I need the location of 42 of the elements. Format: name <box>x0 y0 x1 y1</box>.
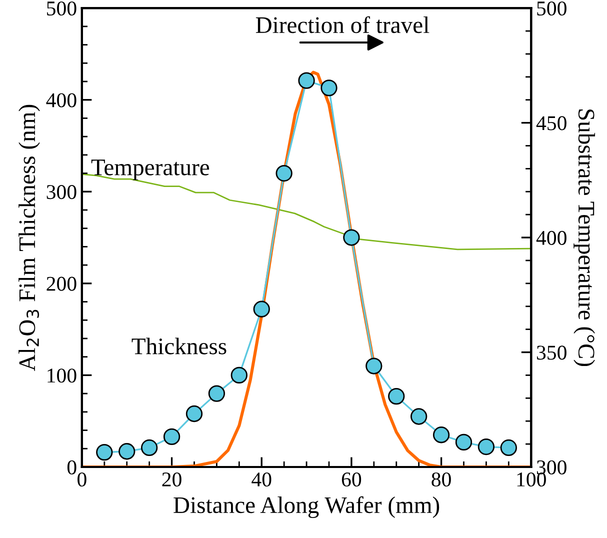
point <box>186 405 203 422</box>
point <box>410 408 428 425</box>
y2-tick-label: 450 <box>536 116 566 130</box>
x-tick-label: 80 <box>432 472 451 487</box>
y-tick-label: 100 <box>48 368 76 383</box>
point <box>388 388 405 405</box>
y2-tick-label: 500 <box>537 1 566 16</box>
point <box>208 385 226 402</box>
x-tick-label: 20 <box>162 472 182 487</box>
y-axis-title: Al$_{2}$O$_{3}$ Film Thickness (nm) <box>18 104 40 372</box>
y2-tick-label: 300 <box>536 460 566 474</box>
annotation: Direction of travel <box>256 16 430 34</box>
y2-axis-title: Substrate Temperature (°C) <box>574 110 596 366</box>
x-tick-label: 0 <box>78 472 86 487</box>
x-tick-label: 40 <box>252 472 272 487</box>
x-tick-label: 100 <box>517 472 546 487</box>
point <box>298 72 315 89</box>
y-tick-label: 0 <box>67 460 76 474</box>
point <box>230 366 248 384</box>
point <box>163 428 180 446</box>
point <box>253 300 270 318</box>
annotation: Temperature <box>91 160 210 180</box>
x-tick-label: 60 <box>342 472 362 487</box>
point <box>140 439 158 456</box>
point <box>478 438 495 456</box>
point <box>432 426 450 444</box>
y-tick-label: 500 <box>47 1 76 16</box>
y2-tick-label: 350 <box>536 346 566 360</box>
annotation: Thickness <box>132 338 226 354</box>
y-tick-label: 200 <box>46 276 76 291</box>
x-axis-title: Distance Along Wafer (mm) <box>174 496 440 518</box>
point <box>320 80 338 96</box>
y-tick-label: 300 <box>46 185 76 200</box>
point <box>96 444 113 461</box>
y-tick-label: 400 <box>46 93 76 108</box>
y2-tick-label: 400 <box>536 230 566 245</box>
point <box>118 443 136 460</box>
point <box>455 434 472 451</box>
point <box>343 229 360 246</box>
point <box>366 358 382 374</box>
point <box>500 439 517 456</box>
point <box>276 164 292 182</box>
